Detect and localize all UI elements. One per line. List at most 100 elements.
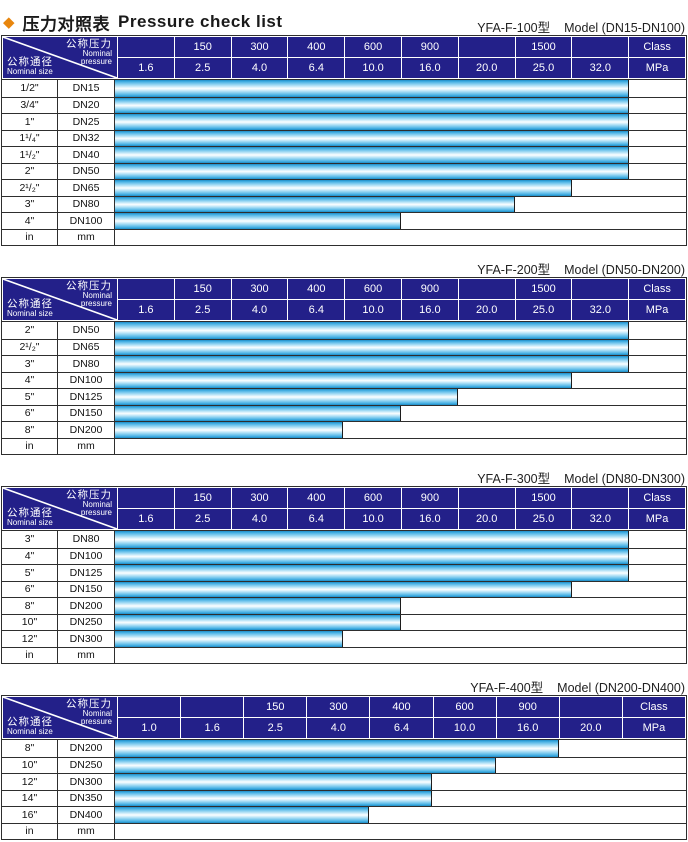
dn-cell: DN50 <box>58 322 115 339</box>
pressure-track <box>115 196 686 212</box>
table-row: 14" DN350 <box>2 789 686 806</box>
nominal-size-cell: 2" <box>2 163 58 179</box>
dn-cell: DN125 <box>58 389 115 405</box>
pressure-bar <box>115 757 496 773</box>
pressure-bar <box>115 631 344 647</box>
class-header-cell: 400 <box>288 37 345 57</box>
table-row: in mm <box>2 228 686 245</box>
table-row: 8" DN200 <box>2 740 686 757</box>
dn-cell: DN250 <box>58 614 115 630</box>
class-header-cell: 600 <box>433 697 496 717</box>
class-header-cell: 600 <box>345 279 401 299</box>
diamond-icon: ◆ <box>3 13 15 31</box>
table-row: 6" DN150 <box>2 404 686 421</box>
diagonal-line <box>3 279 117 320</box>
pressure-track <box>115 757 686 773</box>
pressure-bar <box>115 807 369 823</box>
mpa-header-cell: 16.0 <box>401 58 458 78</box>
pressure-bar <box>115 130 629 146</box>
nominal-size-cell: 6" <box>2 405 58 421</box>
table-row: 3" DN80 <box>2 195 686 212</box>
table-header: 公称压力 Nominal pressure 公称通径 Nominal size … <box>2 696 686 740</box>
mpa-header-cell: 2.5 <box>174 509 231 529</box>
pressure-track <box>115 372 686 388</box>
table-header: 公称压力 Nominal pressure 公称通径 Nominal size … <box>2 487 686 531</box>
dn-cell: DN100 <box>58 213 115 229</box>
pressure-track <box>115 790 686 806</box>
class-header-cell: 900 <box>496 697 559 717</box>
mpa-header-cell: 4.0 <box>231 58 288 78</box>
corner-size-label: 公称通径 Nominal size <box>7 508 53 527</box>
nominal-size-cell: 5" <box>2 389 58 405</box>
pressure-track <box>115 356 686 372</box>
dn-cell: DN150 <box>58 581 115 597</box>
nominal-size-cell: 3/4" <box>2 97 58 113</box>
table-row: 1¹/₄" DN32 <box>2 129 686 146</box>
mpa-header-cell: 4.0 <box>231 300 288 320</box>
class-header-cell: 400 <box>288 488 345 508</box>
class-header-cell: 600 <box>345 488 401 508</box>
class-header-cell: 150 <box>244 697 307 717</box>
corner-size-zh: 公称通径 <box>7 716 53 728</box>
table-row: 5" DN125 <box>2 388 686 405</box>
nominal-size-cell: 2¹/₂" <box>2 180 58 196</box>
class-header-cell: 150 <box>174 279 231 299</box>
corner-pressure-en2: pressure <box>80 508 112 517</box>
pressure-bar <box>115 213 401 229</box>
nominal-size-cell: 10" <box>2 757 58 773</box>
corner-cell: 公称压力 Nominal pressure 公称通径 Nominal size <box>3 697 117 738</box>
nominal-size-cell: 5" <box>2 565 58 581</box>
mpa-header-cell: 10.0 <box>345 509 401 529</box>
dn-cell: DN200 <box>58 598 115 614</box>
corner-pressure-en1: Nominal <box>82 709 112 718</box>
nominal-size-cell: 1" <box>2 114 58 130</box>
pressure-bar <box>115 339 629 355</box>
corner-pressure-en2: pressure <box>80 299 112 308</box>
class-header-cell: 900 <box>401 488 458 508</box>
corner-pressure-en1: Nominal <box>82 500 112 509</box>
pressure-bar <box>115 147 629 163</box>
mpa-header-cell: MPa <box>629 509 685 529</box>
table-row: 12" DN300 <box>2 773 686 790</box>
mpa-header-cell: 20.0 <box>458 509 515 529</box>
pressure-table-section-400: YFA-F-400型 Model (DN200-DN400) 公称压力 Nomi… <box>1 677 687 840</box>
pressure-bar <box>115 774 433 790</box>
pressure-track <box>115 565 686 581</box>
table-row: 1/2" DN15 <box>2 80 686 97</box>
nominal-size-cell: 2" <box>2 322 58 339</box>
class-header-cell: Class <box>629 37 685 57</box>
mpa-header-cell: 1.0 <box>118 718 181 738</box>
pressure-track <box>115 531 686 548</box>
mpa-header-cell: 2.5 <box>244 718 307 738</box>
corner-size-label: 公称通径 Nominal size <box>7 299 53 318</box>
diagonal-line <box>3 37 117 78</box>
class-header-cell <box>572 37 629 57</box>
nominal-size-cell: 8" <box>2 598 58 614</box>
class-header-cell: 1500 <box>515 37 572 57</box>
pressure-table: 公称压力 Nominal pressure 公称通径 Nominal size … <box>1 486 687 664</box>
nominal-size-cell: 10" <box>2 614 58 630</box>
class-header-cell <box>118 37 174 57</box>
class-header-cell: 1500 <box>515 488 572 508</box>
class-header-cell: 150 <box>174 488 231 508</box>
mpa-header-cell: MPa <box>629 300 685 320</box>
corner-size-en: Nominal size <box>7 67 53 76</box>
class-header-cell: Class <box>629 488 685 508</box>
nominal-size-cell: 3" <box>2 196 58 212</box>
table-caption: YFA-F-100型 Model (DN15-DN100) <box>1 17 685 35</box>
table-row: 8" DN200 <box>2 597 686 614</box>
diagonal-line <box>3 697 117 738</box>
table-row: 6" DN150 <box>2 580 686 597</box>
corner-size-zh: 公称通径 <box>7 507 53 519</box>
nominal-size-cell: 4" <box>2 213 58 229</box>
pressure-bar <box>115 405 401 421</box>
corner-size-zh: 公称通径 <box>7 56 53 68</box>
pressure-track <box>115 807 686 823</box>
mpa-header-cell: 25.0 <box>515 300 572 320</box>
mpa-header-cell: 32.0 <box>572 58 629 78</box>
model-range-label: Model (DN15-DN100) <box>564 21 685 35</box>
pressure-track <box>115 147 686 163</box>
pressure-track <box>115 130 686 146</box>
pressure-table: 公称压力 Nominal pressure 公称通径 Nominal size … <box>1 35 687 246</box>
class-header-cell: 300 <box>231 279 288 299</box>
